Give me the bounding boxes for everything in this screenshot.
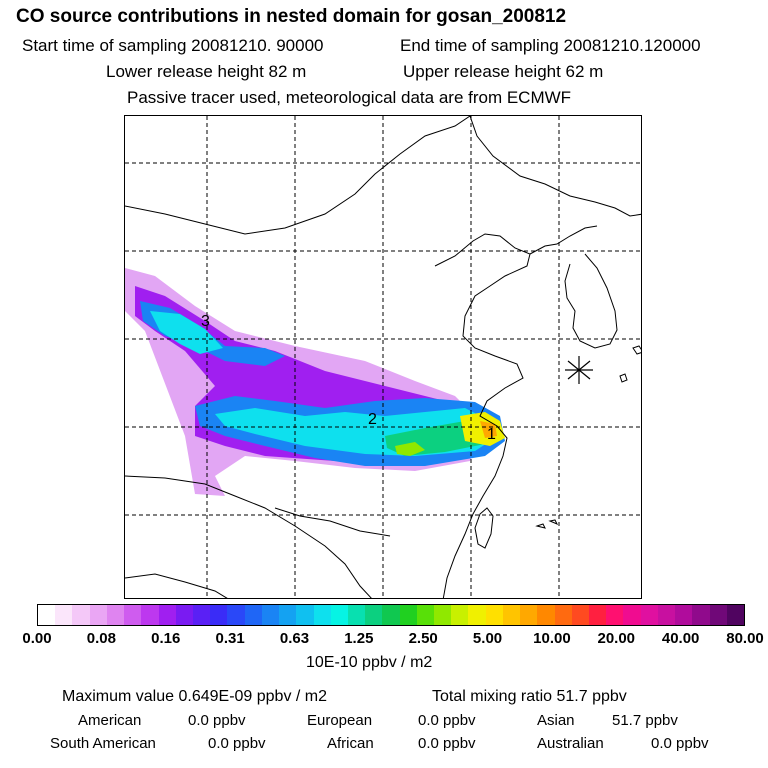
colorbar-tick-label: 80.00	[726, 630, 764, 647]
colorbar-tick-label: 0.16	[151, 630, 181, 647]
colorbar-swatch	[89, 605, 107, 625]
asterisk-icon	[565, 356, 593, 384]
end-time: End time of sampling 20081210.120000	[400, 36, 701, 55]
border-korea	[529, 225, 598, 255]
colorbar-swatch	[657, 605, 676, 625]
european-value: 0.0 ppbv	[418, 712, 476, 729]
colorbar-swatch	[571, 605, 589, 625]
colorbar-swatch	[709, 605, 727, 625]
lat-lon-grid	[125, 116, 641, 598]
colorbar-swatch	[434, 605, 452, 625]
upper-release-height: Upper release height 62 m	[403, 62, 604, 81]
colorbar-swatch	[227, 605, 245, 625]
australian-label: Australian	[537, 735, 604, 752]
colorbar-swatch	[554, 605, 572, 625]
plume-cyan-west	[150, 311, 223, 354]
colorbar-swatch	[382, 605, 400, 625]
colorbar-swatch	[141, 605, 159, 625]
source-label-1: 1	[487, 426, 496, 443]
total-mixing-ratio: Total mixing ratio 51.7 ppbv	[432, 688, 627, 705]
colorbar-swatch	[124, 605, 142, 625]
colorbar-tick-label: 0.00	[22, 630, 52, 647]
korea-coast	[564, 253, 618, 349]
colorbar-swatch	[72, 605, 90, 625]
colorbar-swatch	[347, 605, 366, 625]
map-canvas: 1 2 3	[125, 116, 641, 598]
colorbar-swatch	[468, 605, 486, 625]
colorbar-unit: 10E-10 ppbv / m2	[306, 654, 433, 671]
coast-bohai	[434, 233, 531, 598]
tracer-note: Passive tracer used, meteorological data…	[127, 88, 572, 107]
colorbar-swatch	[106, 605, 125, 625]
colorbar-swatch	[261, 605, 280, 625]
european-label: European	[307, 712, 373, 729]
colorbar-swatch	[692, 605, 710, 625]
colorbar-swatch	[623, 605, 641, 625]
colorbar-swatch	[675, 605, 693, 625]
colorbar-tick-label: 0.31	[215, 630, 245, 647]
figure-title: CO source contributions in nested domain…	[16, 6, 567, 27]
colorbar-swatch	[416, 605, 435, 625]
colorbar-swatch	[175, 605, 193, 625]
plume-yellowgreen	[395, 442, 425, 456]
colorbar-tick-label: 0.63	[279, 630, 310, 647]
colorbar-swatch	[313, 605, 331, 625]
african-value: 0.0 ppbv	[418, 735, 476, 752]
colorbar-swatch	[210, 605, 228, 625]
colorbar-swatch	[485, 605, 503, 625]
south-american-value: 0.0 ppbv	[208, 735, 266, 752]
colorbar-swatch	[537, 605, 555, 625]
american-value: 0.0 ppbv	[188, 712, 246, 729]
colorbar-tick-label: 2.50	[408, 630, 438, 647]
coastlines	[125, 116, 641, 598]
colorbar-swatch	[640, 605, 658, 625]
map-panel: 1 2 3	[124, 115, 642, 599]
internal-border-2	[125, 573, 228, 598]
concentration-plume	[125, 268, 505, 496]
colorbar-tick-label: 20.00	[597, 630, 636, 647]
colorbar-swatch	[330, 605, 348, 625]
colorbar-swatch	[365, 605, 383, 625]
colorbar-swatch	[296, 605, 314, 625]
internal-border-1	[125, 475, 372, 598]
lower-release-height: Lower release height 82 m	[106, 62, 307, 81]
colorbar-tick-label: 1.25	[344, 630, 374, 647]
colorbar-swatch	[158, 605, 176, 625]
colorbar-swatch	[589, 605, 607, 625]
colorbar-swatch	[451, 605, 469, 625]
african-label: African	[327, 735, 374, 752]
colorbar-swatch	[279, 605, 297, 625]
border-north	[125, 116, 471, 235]
colorbar-swatch	[520, 605, 538, 625]
internal-border-3	[274, 507, 391, 537]
american-label: American	[78, 712, 142, 729]
source-label-3: 3	[201, 313, 210, 330]
asian-value: 51.7 ppbv	[612, 712, 678, 729]
south-american-label: South American	[50, 735, 156, 752]
colorbar-swatch	[55, 605, 73, 625]
colorbar-swatch	[606, 605, 624, 625]
start-time: Start time of sampling 20081210. 90000	[22, 36, 324, 55]
border-northeast	[469, 116, 641, 217]
colorbar-tick-label: 10.00	[533, 630, 571, 647]
taiwan	[474, 507, 494, 549]
australian-value: 0.0 ppbv	[651, 735, 709, 752]
colorbar-tick-label: 0.08	[86, 630, 116, 647]
max-value: Maximum value 0.649E-09 ppbv / m2	[62, 688, 328, 705]
colorbar-tick-label: 40.00	[661, 630, 700, 647]
colorbar-swatch	[502, 605, 521, 625]
source-label-2: 2	[368, 411, 377, 428]
colorbar	[37, 604, 745, 626]
colorbar-tick-label: 5.00	[472, 630, 503, 647]
plume-orange	[480, 421, 497, 438]
asian-label: Asian	[537, 712, 575, 729]
colorbar-swatch	[399, 605, 417, 625]
colorbar-swatch	[244, 605, 262, 625]
colorbar-swatch	[192, 605, 211, 625]
colorbar-swatch	[38, 605, 56, 625]
colorbar-swatch	[726, 605, 744, 625]
japan-islands	[535, 345, 641, 529]
